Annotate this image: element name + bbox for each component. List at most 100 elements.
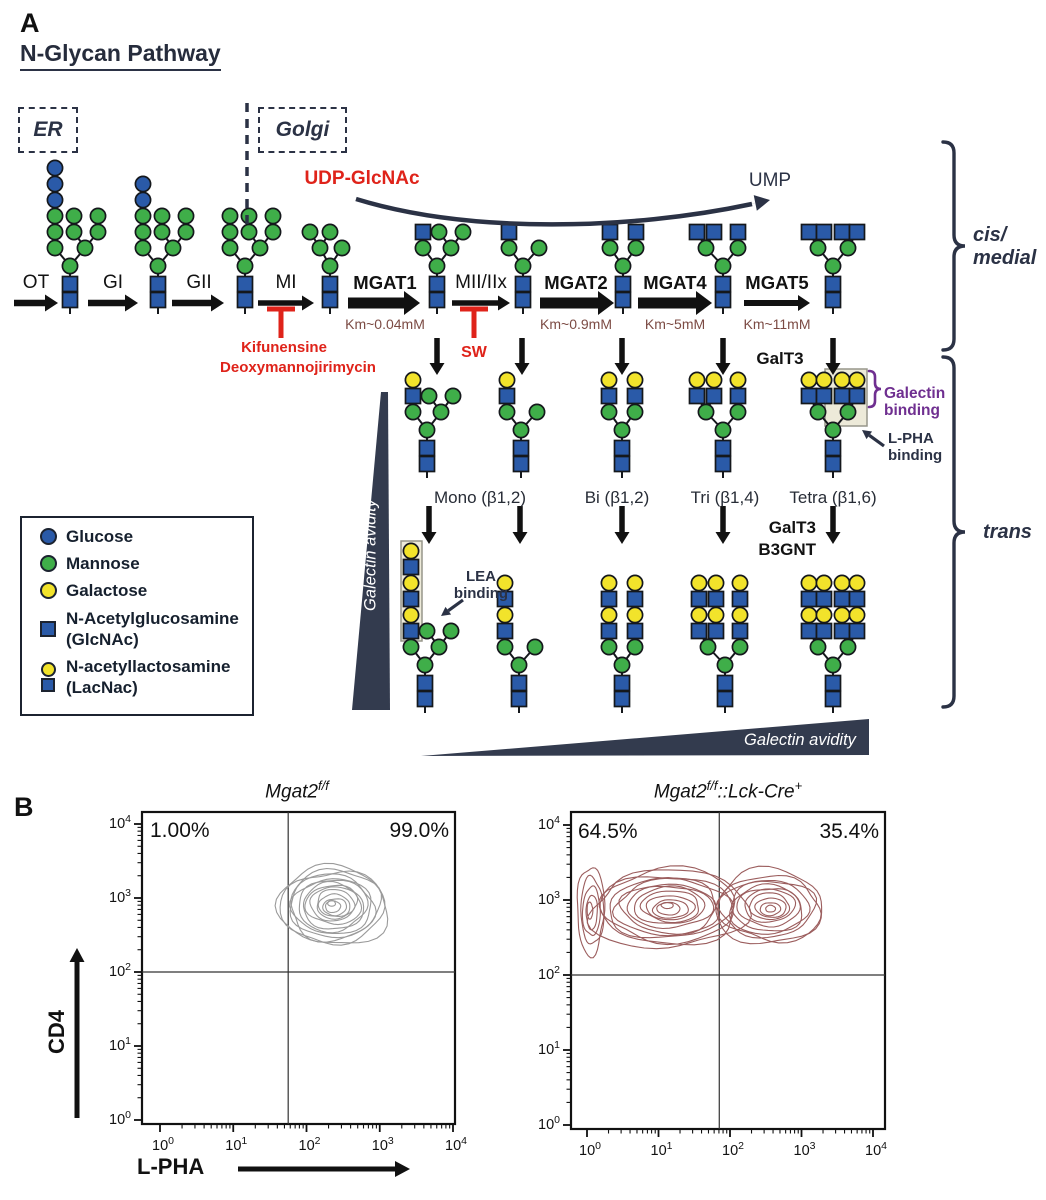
inhibitor-kifunensine: Kifunensine: [241, 339, 327, 356]
y-tick-label: 104: [538, 814, 560, 833]
y-tick-label: 103: [538, 889, 560, 908]
x-tick-label: 103: [371, 1135, 394, 1154]
branch-label-2: Tri (β1,4): [690, 488, 760, 507]
y-tick-label: 103: [109, 887, 131, 906]
cis-line: cis/: [973, 224, 1007, 246]
plot1-pct-right: 99.0%: [389, 819, 449, 842]
lea-binding-line2: binding: [453, 585, 509, 602]
plot2-title: Mgat2f/f::Lck-Cre+: [654, 778, 802, 803]
lea-binding-line1: LEA: [466, 568, 496, 585]
x-tick-label: 100: [152, 1135, 174, 1154]
galt3-lower-label: GalT3: [768, 518, 816, 537]
cd4-axis-label: CD4: [44, 1009, 69, 1055]
glucose-icon: [39, 528, 57, 545]
enzyme-label-gi: GI: [102, 272, 124, 293]
contour-population-group: [274, 862, 389, 946]
galectin-avidity-horizontal-label: Galectin avidity: [744, 731, 856, 749]
golgi-compartment-box: Golgi: [258, 107, 347, 153]
legend-box: Glucose Mannose Galactose N-Acetylglucosami…: [20, 516, 254, 716]
km-label-mgat4: Km~5mM: [644, 316, 706, 332]
y-tick-label: 102: [109, 961, 131, 980]
lacnac-galactose-icon: [40, 662, 56, 677]
trans-label: trans: [983, 521, 1032, 543]
glycan-gnm3: [500, 223, 548, 314]
enzyme-label-mi: MI: [275, 272, 297, 293]
glycan-tetra1: [800, 371, 866, 478]
page-title: N-Glycan Pathway: [20, 40, 221, 71]
x-tick-label: 104: [865, 1140, 887, 1159]
branch-label-3: Tetra (β1,6): [789, 488, 877, 507]
x-tick-label: 104: [445, 1135, 467, 1154]
lpha-binding-line2: binding: [888, 447, 943, 464]
glycan-g3m9: [46, 159, 107, 314]
enzyme-label-gii: GII: [186, 272, 212, 293]
branch-label-1: Bi (β1,2): [584, 488, 650, 507]
plot2-title-rest: ::Lck-Cre: [717, 781, 795, 803]
glycan-hyb1: [404, 371, 462, 478]
glycan-gnm5: [414, 223, 472, 314]
contour-population-group: [576, 865, 823, 959]
legend-item-blue-square: N-Acetylglucosamine (GlcNAc): [30, 608, 248, 650]
glycan-tri2: [690, 574, 749, 713]
medial-line: medial: [973, 247, 1037, 269]
lacnac-glcnac-icon: [41, 678, 55, 692]
glycan-tetra2: [800, 574, 866, 713]
plot1-title-gene: Mgat2: [265, 781, 318, 803]
glycan-mono2: [496, 574, 544, 713]
galectin-binding-label: Galectin binding: [884, 385, 945, 419]
plot2-title-sup: f/f: [706, 778, 718, 793]
galectin-avidity-vertical-label: Galectin avidity: [361, 499, 380, 611]
enzyme-label-mgat2: MGAT2: [544, 272, 608, 293]
km-label-mgat2: Km~0.9mM: [540, 316, 612, 332]
cis-medial-label: cis/ medial: [973, 224, 1036, 270]
b3gnt-label: B3GNT: [758, 540, 816, 559]
enzyme-label-miiiix: MII/IIx: [455, 272, 507, 293]
legend-label: N-Acetylglucosamine (GlcNAc): [66, 609, 239, 649]
legend-swatch-blue-square: [30, 621, 66, 637]
plot2-pct-left: 64.5%: [578, 820, 638, 843]
y-tick-label: 101: [109, 1035, 131, 1054]
plot2-title-gene: Mgat2: [653, 781, 707, 803]
y-tick-label: 100: [109, 1109, 131, 1128]
glycan-tri1: [688, 371, 747, 478]
lpha-binding-line1: L-PHA: [888, 430, 934, 447]
udp-glcnac-label: UDP-GlcNAc: [304, 168, 420, 189]
legend-label: N-acetyllactosamine (LacNac): [66, 657, 231, 697]
y-tick-label: 101: [538, 1039, 560, 1058]
plot1-title: Mgat2f/f: [265, 778, 329, 803]
enzyme-label-mgat5: MGAT5: [745, 272, 809, 293]
mannose-icon: [39, 555, 57, 572]
y-tick-label: 100: [538, 1114, 560, 1133]
branch-label-0: Mono (β1,2): [434, 488, 526, 507]
glycan-man9: [221, 207, 282, 314]
legend-item-yellow-circle: Galactose: [30, 580, 147, 601]
lpha-axis-label: L-PHA: [137, 1154, 205, 1179]
galectin-binding-line1: Galectin: [884, 385, 946, 402]
x-tick-label: 102: [722, 1140, 744, 1159]
galectin-binding-line2: binding: [884, 402, 940, 419]
glycan-g2m9: [134, 175, 195, 314]
inhibitor-deoxymannojirimycin: Deoxymannojirimycin: [220, 359, 376, 376]
glycan-poly1: [402, 542, 460, 713]
y-tick-label: 102: [538, 964, 560, 983]
legend-swatch-green-circle: [30, 555, 66, 572]
glycan-tetra0: [800, 223, 866, 314]
panel-b-label: B: [14, 792, 34, 822]
plot1-pct-left: 1.00%: [150, 819, 210, 842]
plot2-title-sup2: +: [794, 778, 803, 793]
glycan-tri0: [688, 223, 747, 314]
inhibitor-sw: SW: [461, 344, 487, 361]
y-tick-label: 104: [109, 813, 131, 832]
lpha-binding-label: L-PHA binding: [888, 430, 942, 464]
legend-item-lacnac: N-acetyllactosamine (LacNac): [30, 656, 248, 698]
km-label-mgat1: Km~0.04mM: [345, 316, 425, 332]
legend-swatch-lacnac: [30, 662, 66, 692]
x-tick-label: 103: [793, 1140, 816, 1159]
x-tick-label: 100: [579, 1140, 601, 1159]
er-compartment-box: ER: [18, 107, 78, 153]
glcnac-icon: [40, 621, 56, 637]
legend-label: Mannose: [66, 554, 140, 573]
galt3-upper-label: GalT3: [756, 349, 804, 368]
